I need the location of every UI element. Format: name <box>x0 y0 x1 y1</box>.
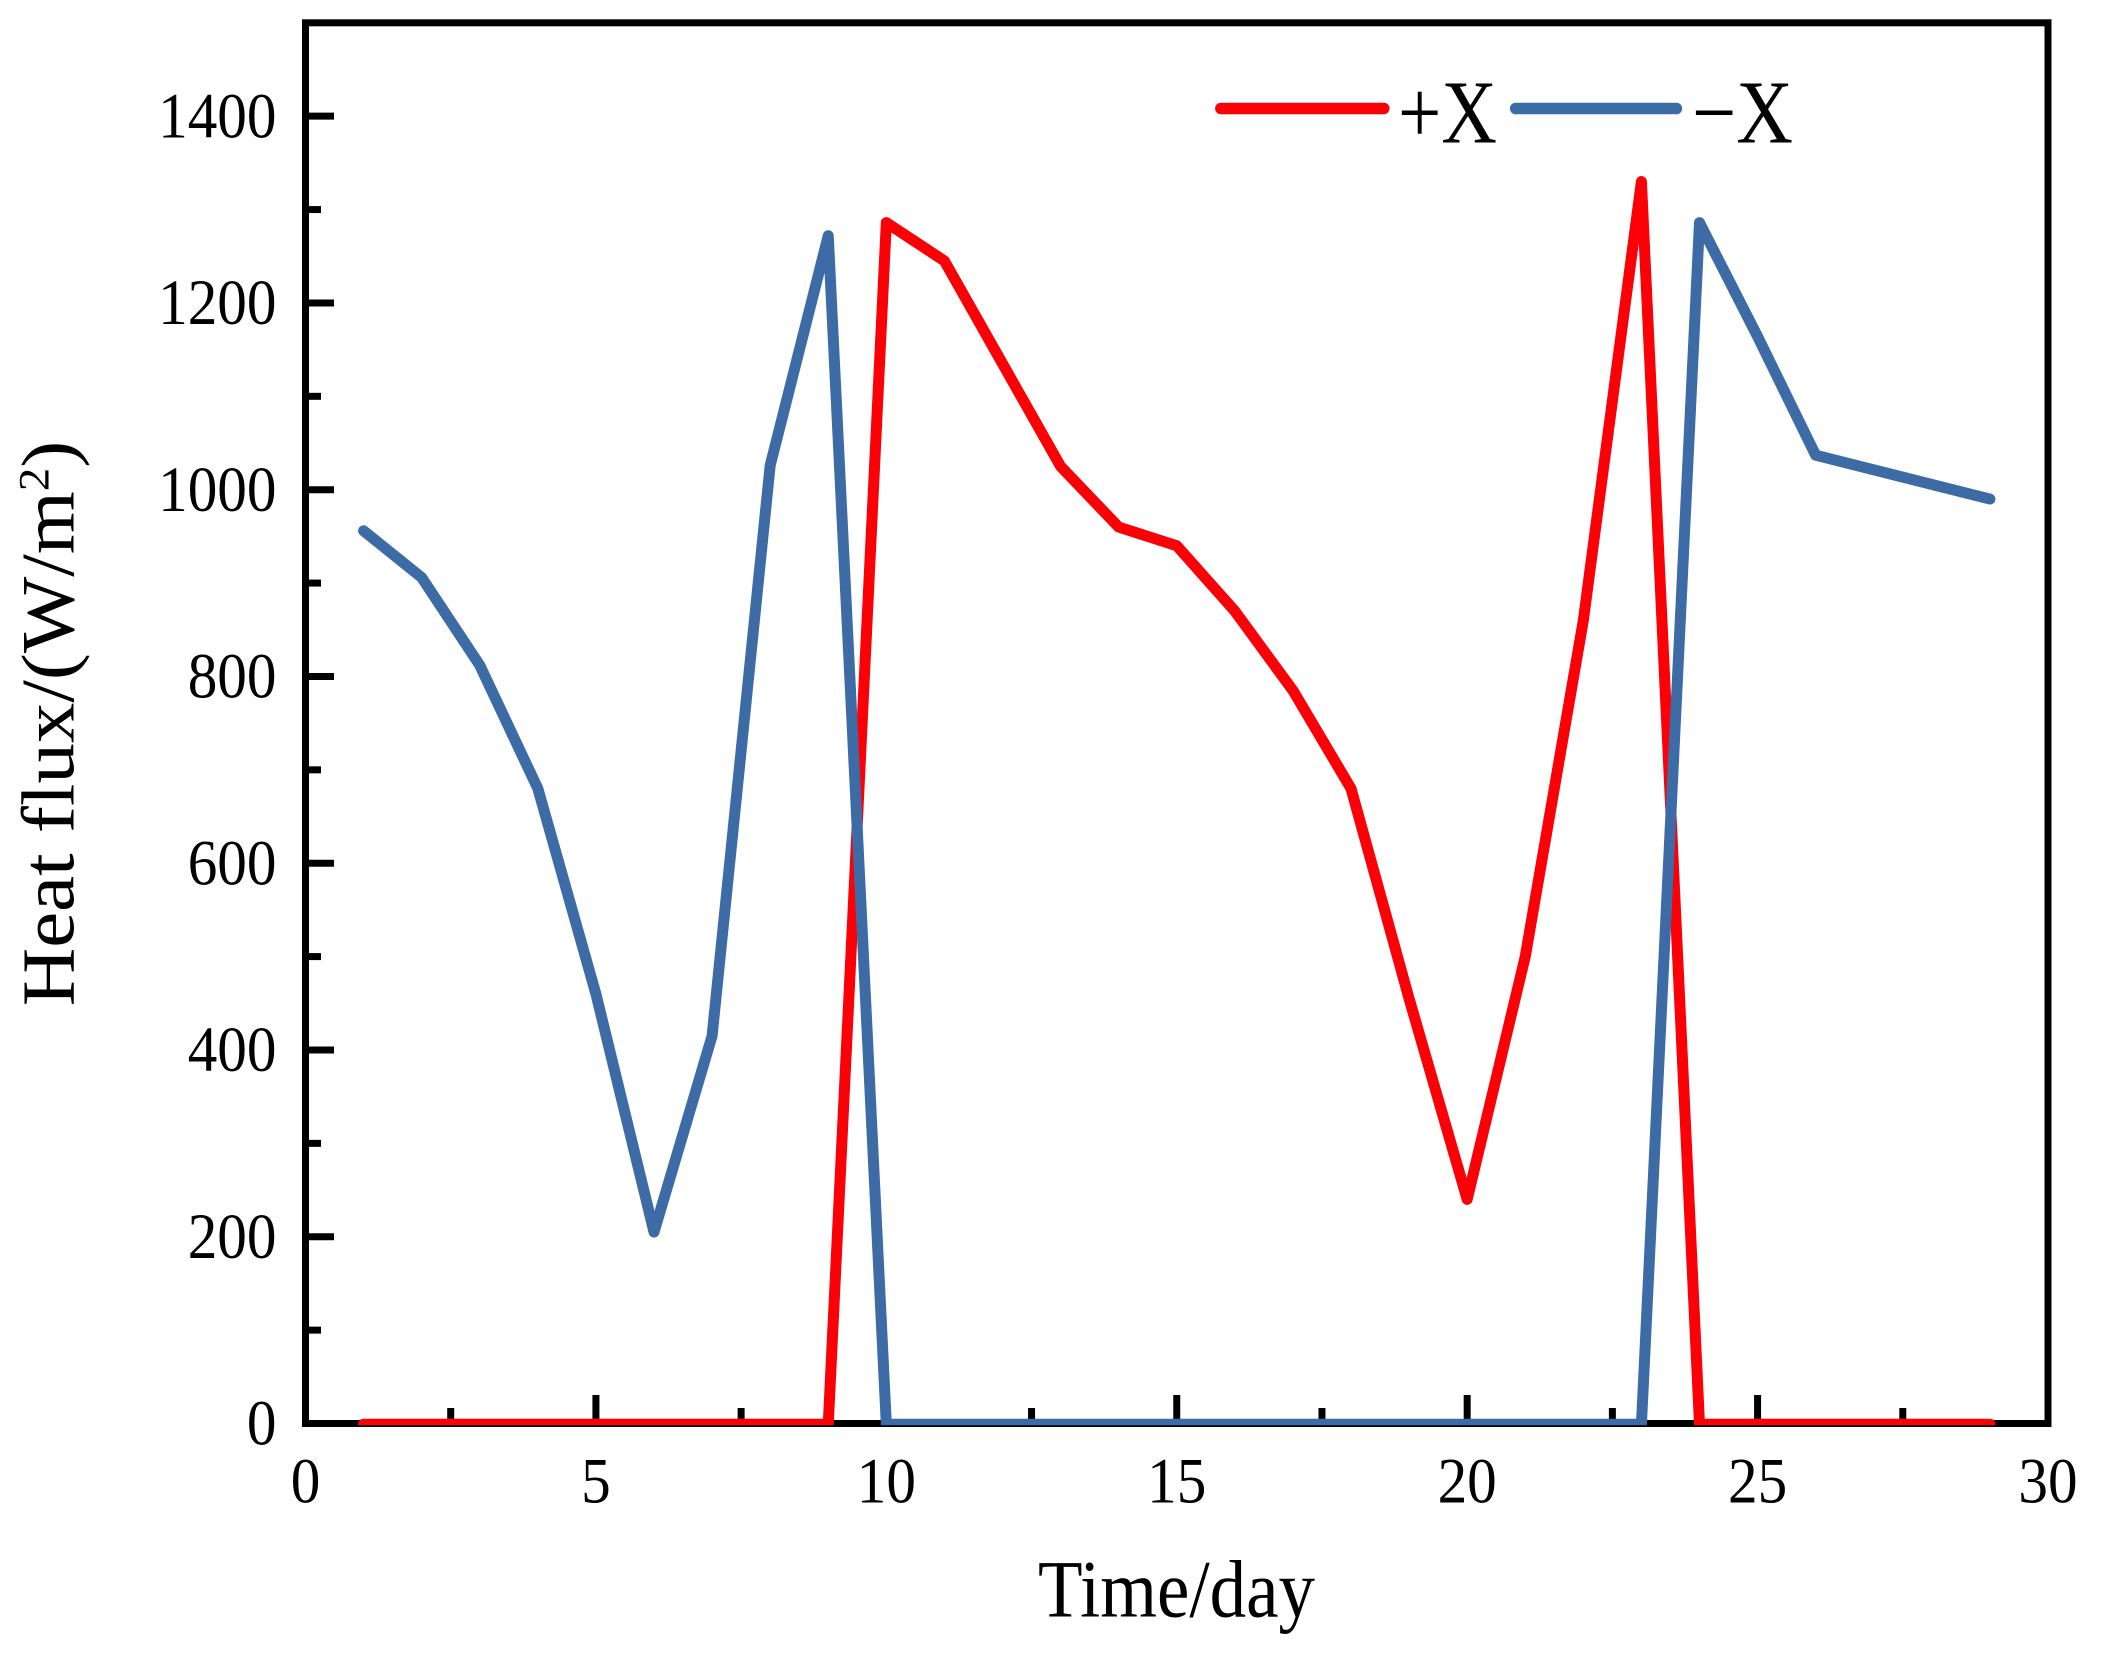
svg-text:400: 400 <box>188 1014 277 1086</box>
svg-text:15: 15 <box>1147 1446 1206 1518</box>
svg-text:Heat flux/(W/m2): Heat flux/(W/m2) <box>6 441 90 1007</box>
svg-text:200: 200 <box>188 1201 277 1273</box>
svg-text:800: 800 <box>188 641 277 713</box>
svg-text:−X: −X <box>1692 64 1793 163</box>
svg-text:25: 25 <box>1728 1446 1787 1518</box>
svg-text:600: 600 <box>188 827 277 899</box>
svg-text:1000: 1000 <box>158 454 276 526</box>
svg-text:1200: 1200 <box>158 267 276 339</box>
svg-text:10: 10 <box>857 1446 916 1518</box>
svg-text:1400: 1400 <box>158 80 276 152</box>
svg-text:0: 0 <box>291 1446 321 1518</box>
svg-text:30: 30 <box>2018 1446 2077 1518</box>
svg-text:Time/day: Time/day <box>1038 1544 1315 1635</box>
svg-text:5: 5 <box>581 1446 611 1518</box>
svg-text:+X: +X <box>1398 64 1497 163</box>
svg-text:0: 0 <box>247 1388 277 1460</box>
svg-text:20: 20 <box>1438 1446 1497 1518</box>
